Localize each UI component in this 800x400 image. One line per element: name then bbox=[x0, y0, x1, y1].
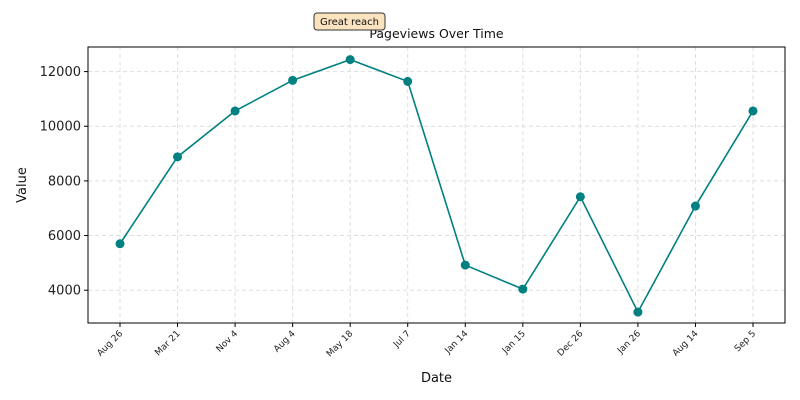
grid-lines bbox=[88, 47, 785, 323]
annotation-box bbox=[313, 12, 386, 31]
data-point bbox=[345, 55, 355, 65]
y-tick-label: 10000 bbox=[40, 120, 81, 135]
data-point bbox=[633, 307, 643, 317]
y-tick-label: 8000 bbox=[48, 174, 81, 189]
y-axis-label: Value bbox=[15, 167, 30, 203]
x-tick-label: Mar 21 bbox=[153, 329, 182, 358]
annotation-callout: Great reach bbox=[313, 12, 386, 31]
plot-area-frame bbox=[87, 46, 786, 324]
x-tick-label: Jan 26 bbox=[615, 329, 643, 357]
x-tick-label: Nov 4 bbox=[215, 329, 241, 355]
x-tick-label: Aug 26 bbox=[96, 329, 126, 359]
y-tick-label: 4000 bbox=[48, 284, 81, 299]
x-tick-label: Aug 4 bbox=[272, 329, 298, 355]
y-tick-label: 12000 bbox=[40, 65, 81, 80]
data-point bbox=[403, 76, 413, 86]
y-axis: 4000 6000 8000 10000 12000 bbox=[40, 65, 88, 299]
data-point bbox=[230, 106, 240, 116]
x-tick-label: Jan 14 bbox=[443, 329, 471, 357]
data-point bbox=[115, 239, 125, 249]
data-point bbox=[173, 152, 183, 162]
data-point bbox=[575, 192, 585, 202]
data-point bbox=[288, 75, 298, 85]
chart-title: Pageviews Over Time bbox=[369, 26, 503, 41]
x-tick-label: May 18 bbox=[325, 329, 356, 360]
x-tick-label: Sep 5 bbox=[733, 329, 758, 354]
x-axis: Aug 26 Mar 21 Nov 4 Aug 4 May 18 Jul 7 Jan 14 J… bbox=[96, 323, 758, 360]
y-tick-label: 6000 bbox=[48, 229, 81, 244]
x-tick-label: Dec 26 bbox=[556, 329, 586, 359]
data-point bbox=[690, 201, 700, 211]
data-points bbox=[115, 55, 758, 317]
x-tick-label: Jan 15 bbox=[500, 329, 528, 357]
data-point bbox=[748, 106, 758, 116]
x-axis-label: Date bbox=[421, 371, 452, 386]
annotation-text: Great reach bbox=[320, 17, 379, 28]
data-point bbox=[518, 284, 528, 294]
x-tick-label: Aug 14 bbox=[671, 329, 701, 359]
series-line bbox=[119, 58, 754, 314]
data-point bbox=[460, 260, 470, 270]
x-tick-label: Jul 7 bbox=[391, 329, 413, 351]
